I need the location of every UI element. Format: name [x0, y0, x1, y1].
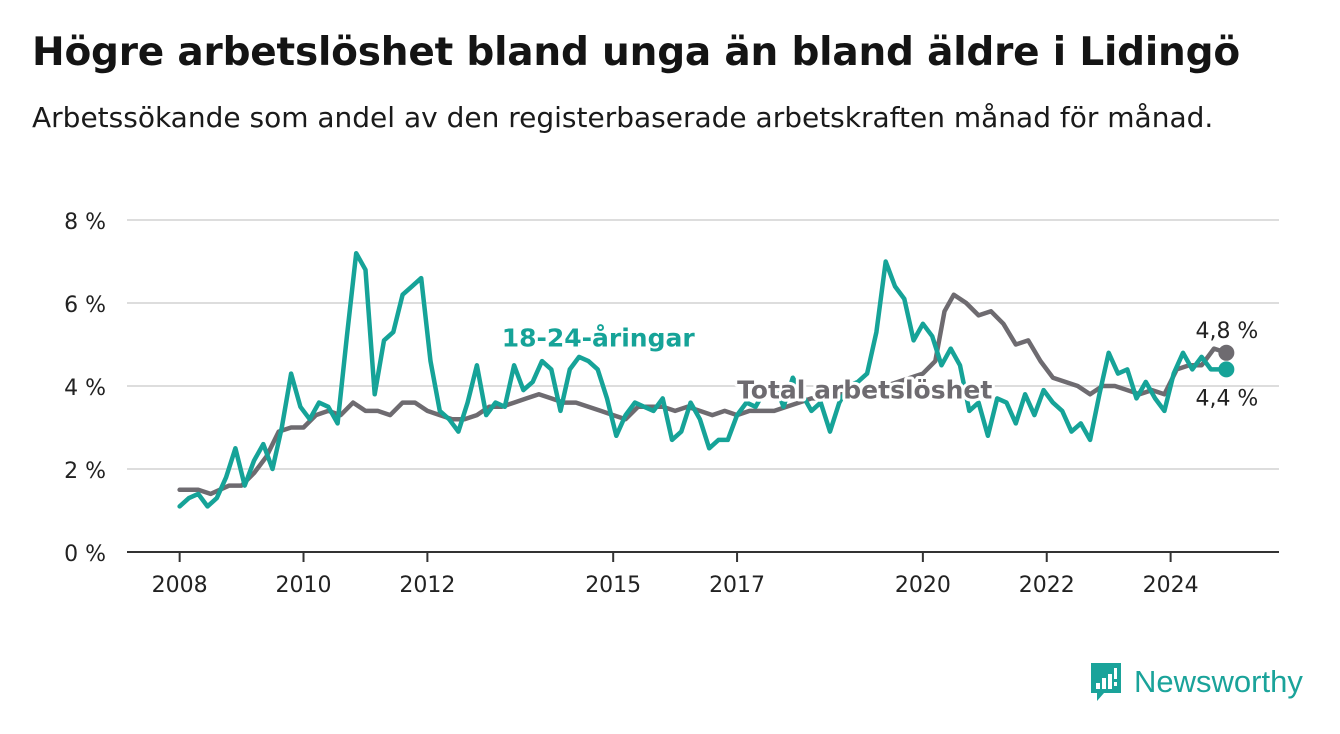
gridlines — [127, 219, 1279, 470]
x-tick-label: 2020 — [895, 573, 951, 598]
series-line — [177, 250, 1229, 509]
newsworthy-logo-icon — [1091, 663, 1121, 701]
series-end-label: 4,8 % — [1195, 319, 1258, 344]
axes: 0 % 2 % 4 % 6 % 8 % 2008 2010 2012 2015 2017 2020 2… — [64, 210, 1279, 598]
x-tick-label: 2017 — [709, 573, 765, 598]
brand-label: Newsworthy — [1134, 664, 1303, 699]
x-tick-label: 2012 — [399, 573, 455, 598]
x-tick-label: 2024 — [1143, 573, 1199, 598]
chart-title: Högre arbetslöshet bland unga än bland ä… — [32, 30, 1240, 75]
chart-labels: 4,8 % 4,4 % 18-24-åringar Total arbetslöshe… — [499, 319, 1259, 412]
x-tick-label: 2022 — [1019, 573, 1075, 598]
y-tick-label: 8 % — [64, 210, 106, 235]
series-end-dot — [1218, 344, 1235, 361]
series-annotation: Total arbetslöshet — [737, 375, 992, 404]
series-line — [177, 292, 1229, 497]
chart-subtitle: Arbetssökande som andel av den registerb… — [32, 101, 1214, 134]
x-tick-label: 2015 — [585, 573, 641, 598]
newsworthy-brand[interactable]: Newsworthy — [1088, 660, 1303, 704]
series-annotation: 18-24-åringar — [502, 324, 696, 353]
series-lines — [177, 250, 1235, 509]
line-chart: 0 % 2 % 4 % 6 % 8 % 2008 2010 2012 2015 2017 2020 2… — [64, 210, 1279, 598]
series-end-label: 4,4 % — [1195, 386, 1258, 411]
y-tick-label: 2 % — [64, 459, 106, 484]
x-tick-label: 2010 — [276, 573, 332, 598]
series-end-dot — [1218, 361, 1235, 378]
y-tick-label: 0 % — [64, 542, 106, 567]
y-tick-label: 4 % — [64, 376, 106, 401]
y-tick-label: 6 % — [64, 293, 106, 318]
x-tick-label: 2008 — [152, 573, 208, 598]
